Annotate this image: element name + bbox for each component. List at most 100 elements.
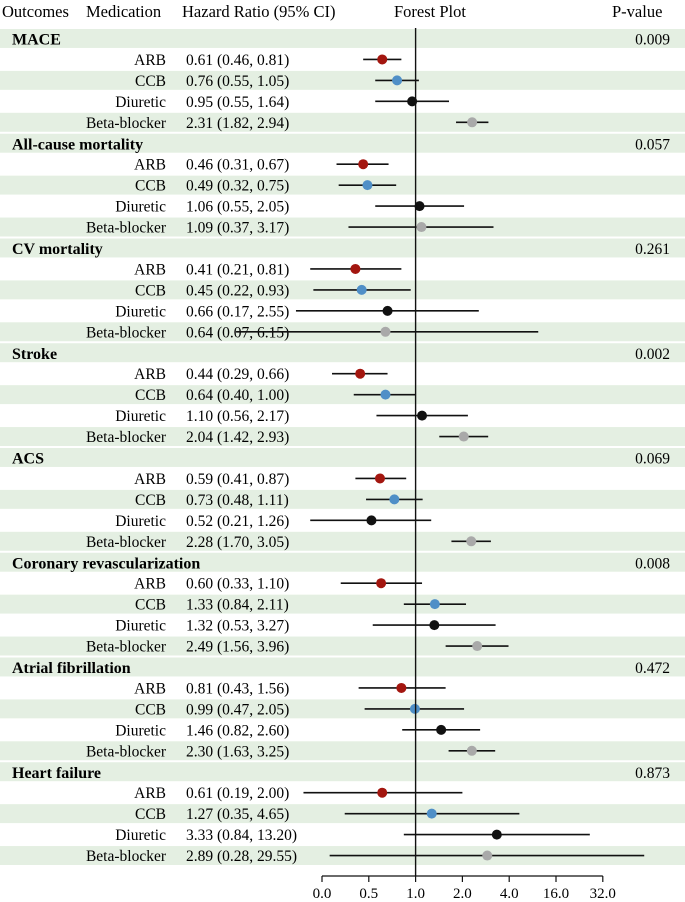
point-estimate xyxy=(389,494,399,504)
hazard-ratio-text: 0.73 (0.48, 1.11) xyxy=(186,492,289,509)
point-estimate xyxy=(375,473,385,483)
hazard-ratio-text: 2.49 (1.56, 3.96) xyxy=(186,639,289,656)
point-estimate xyxy=(392,75,402,85)
hazard-ratio-text: 1.46 (0.82, 2.60) xyxy=(186,722,289,739)
hazard-ratio-text: 2.31 (1.82, 2.94) xyxy=(186,115,289,132)
hazard-ratio-text: 0.49 (0.32, 0.75) xyxy=(186,178,289,195)
p-value: 0.472 xyxy=(635,660,670,677)
stripe-outcome xyxy=(0,29,685,48)
hazard-ratio-text: 2.89 (0.28, 29.55) xyxy=(186,848,297,865)
point-estimate xyxy=(436,725,446,735)
hazard-ratio-text: 2.28 (1.70, 3.05) xyxy=(186,534,289,551)
medication-label: ARB xyxy=(134,785,166,802)
point-estimate xyxy=(467,117,477,127)
medication-label: CCB xyxy=(135,492,166,509)
p-value: 0.261 xyxy=(635,241,670,258)
stripe-row xyxy=(0,385,685,404)
point-estimate xyxy=(362,180,372,190)
column-headers: Outcomes Medication Hazard Ratio (95% CI… xyxy=(2,2,662,21)
medication-label: Diuretic xyxy=(115,827,166,844)
hazard-ratio-text: 0.76 (0.55, 1.05) xyxy=(186,73,289,90)
hazard-ratio-text: 0.61 (0.19, 2.00) xyxy=(186,785,289,802)
medication-label: ARB xyxy=(134,261,166,278)
medication-label: CCB xyxy=(135,282,166,299)
medication-label: Beta-blocker xyxy=(86,743,167,760)
p-value: 0.873 xyxy=(635,765,670,782)
medication-label: ARB xyxy=(134,576,166,593)
hazard-ratio-text: 1.10 (0.56, 2.17) xyxy=(186,408,289,425)
hazard-ratio-text: 0.64 (0.40, 1.00) xyxy=(186,387,289,404)
point-estimate xyxy=(472,641,482,651)
medication-label: Diuretic xyxy=(115,199,166,216)
hazard-ratio-text: 2.30 (1.63, 3.25) xyxy=(186,743,289,760)
hazard-ratio-text: 0.52 (0.21, 1.26) xyxy=(186,513,289,530)
medication-label: CCB xyxy=(135,178,166,195)
medication-label: Beta-blocker xyxy=(86,429,167,446)
outcome-label: Coronary revascularization xyxy=(12,555,200,572)
medication-label: ARB xyxy=(134,157,166,174)
hazard-ratio-text: 0.66 (0.17, 2.55) xyxy=(186,303,289,320)
point-estimate xyxy=(357,285,367,295)
point-estimate xyxy=(492,830,502,840)
outcome-label: Atrial fibrillation xyxy=(12,660,131,677)
hazard-ratio-text: 1.33 (0.84, 2.11) xyxy=(186,597,289,614)
p-value: 0.009 xyxy=(635,32,670,49)
hazard-ratio-text: 1.06 (0.55, 2.05) xyxy=(186,199,289,216)
point-estimate xyxy=(466,536,476,546)
outcome-label: Heart failure xyxy=(12,765,101,782)
point-estimate xyxy=(383,306,393,316)
hazard-ratio-text: 0.99 (0.47, 2.05) xyxy=(186,701,289,718)
hazard-ratio-text: 3.33 (0.84, 13.20) xyxy=(186,827,297,844)
stripe-row xyxy=(0,595,685,614)
hazard-ratio-text: 0.45 (0.22, 0.93) xyxy=(186,282,289,299)
medication-label: CCB xyxy=(135,597,166,614)
hazard-ratio-text: 0.61 (0.46, 0.81) xyxy=(186,52,289,69)
medication-label: CCB xyxy=(135,806,166,823)
point-estimate xyxy=(350,264,360,274)
hazard-ratio-text: 0.60 (0.33, 1.10) xyxy=(186,576,289,593)
x-tick-label: 0.5 xyxy=(359,886,378,902)
point-estimate xyxy=(377,788,387,798)
medication-label: Beta-blocker xyxy=(86,639,167,656)
medication-label: ARB xyxy=(134,680,166,697)
x-tick-label: 2.0 xyxy=(453,886,472,902)
outcome-label: CV mortality xyxy=(12,241,103,258)
medication-label: CCB xyxy=(135,701,166,718)
point-estimate xyxy=(482,851,492,861)
p-value: 0.057 xyxy=(635,136,670,153)
x-tick-label: 4.0 xyxy=(500,886,519,902)
forest-plot-svg: Outcomes Medication Hazard Ratio (95% CI… xyxy=(0,0,685,902)
stripe-outcome xyxy=(0,448,685,467)
medication-label: ARB xyxy=(134,52,166,69)
x-tick-label: 1.0 xyxy=(406,886,425,902)
medication-label: Diuretic xyxy=(115,408,166,425)
header-p-value: P-value xyxy=(612,2,662,21)
point-estimate xyxy=(416,222,426,232)
medication-label: Beta-blocker xyxy=(86,220,167,237)
medication-label: Beta-blocker xyxy=(86,324,167,341)
row-stripes xyxy=(0,29,685,865)
point-estimate xyxy=(380,327,390,337)
medication-label: CCB xyxy=(135,73,166,90)
hazard-ratio-text: 0.64 (0.07, 6.15) xyxy=(186,324,289,341)
x-tick-label: 0.0 xyxy=(313,886,332,902)
stripe-row xyxy=(0,490,685,509)
x-tick-label: 16.0 xyxy=(543,886,569,902)
point-estimate xyxy=(459,432,469,442)
stripe-row xyxy=(0,699,685,718)
p-value: 0.008 xyxy=(635,555,670,572)
medication-label: ARB xyxy=(134,471,166,488)
hazard-ratio-text: 0.46 (0.31, 0.67) xyxy=(186,157,289,174)
p-value: 0.069 xyxy=(635,451,670,468)
point-estimate xyxy=(427,809,437,819)
hazard-ratio-text: 0.41 (0.21, 0.81) xyxy=(186,261,289,278)
hazard-ratio-text: 1.09 (0.37, 3.17) xyxy=(186,220,289,237)
outcome-label: ACS xyxy=(12,451,44,468)
medication-label: Beta-blocker xyxy=(86,534,167,551)
medication-label: CCB xyxy=(135,387,166,404)
p-value: 0.002 xyxy=(635,346,670,363)
medication-label: Beta-blocker xyxy=(86,115,167,132)
hazard-ratio-text: 2.04 (1.42, 2.93) xyxy=(186,429,289,446)
medication-label: Diuretic xyxy=(115,722,166,739)
point-estimate xyxy=(429,620,439,630)
